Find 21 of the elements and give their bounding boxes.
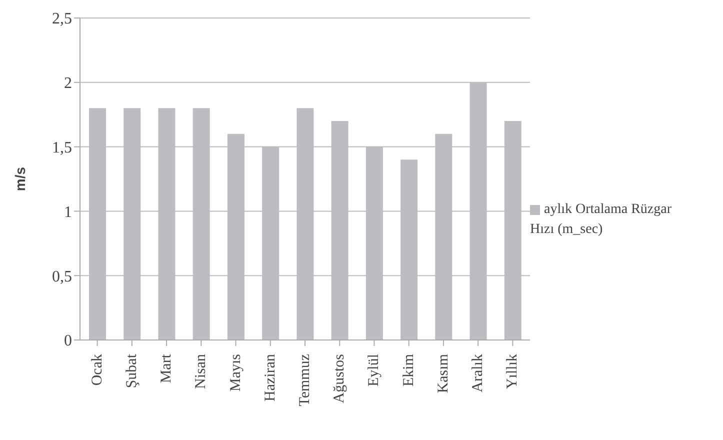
- y-tick-label: 1,5: [52, 139, 72, 156]
- x-tick-label: Ağustos: [332, 354, 348, 404]
- x-tick-label: Aralık: [470, 354, 486, 392]
- y-tick-label: 2: [64, 75, 72, 92]
- y-tick-label: 0: [64, 332, 72, 350]
- y-tick-label: 2,5: [52, 10, 72, 28]
- y-tick-label: 1: [64, 204, 72, 221]
- x-tick-label: Yıllık: [504, 354, 521, 390]
- x-tick-label: Mart: [158, 353, 175, 384]
- x-tick-label: Ekim: [400, 354, 417, 386]
- x-tick-label: Nisan: [193, 354, 210, 389]
- x-tick-label: Mayıs: [228, 354, 244, 392]
- x-tick-label: Ocak: [89, 354, 106, 386]
- x-tick-label: Temmuz: [297, 354, 313, 406]
- y-tick-label: 0,5: [52, 268, 72, 286]
- legend-label: aylık Ortalama Rüzgar Hızı (m_sec): [530, 202, 672, 237]
- x-tick-label: Eylül: [366, 354, 382, 386]
- x-tick-label: Haziran: [262, 354, 278, 402]
- y-axis-title: m/s: [12, 166, 28, 192]
- x-tick-label: Şubat: [124, 353, 140, 388]
- x-tick-label: Kasım: [435, 354, 452, 394]
